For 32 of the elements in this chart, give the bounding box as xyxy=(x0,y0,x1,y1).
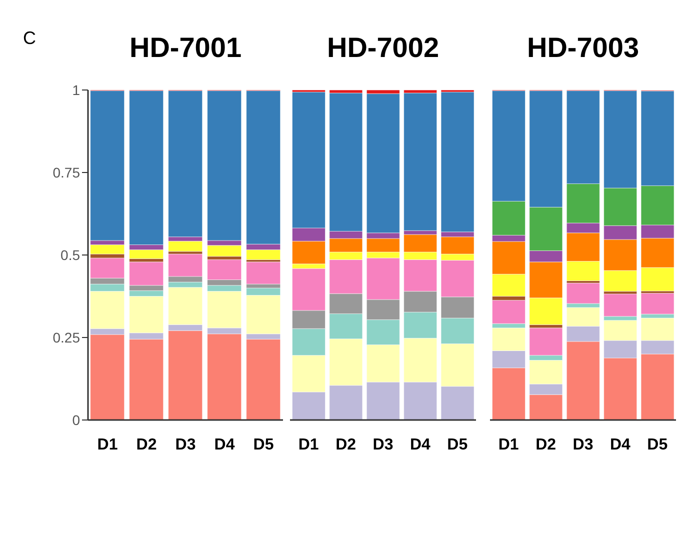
x-tick-label: D5 xyxy=(647,436,668,454)
bar xyxy=(207,245,242,256)
x-tick-label: D2 xyxy=(336,436,356,454)
chart-title: HD-7002 xyxy=(326,31,440,65)
x-tick-label: D1 xyxy=(498,436,519,454)
y-tick-label: 0.5 xyxy=(60,246,80,263)
bar xyxy=(90,244,124,254)
x-tick-label: D3 xyxy=(572,436,594,454)
bar xyxy=(404,92,437,231)
bar xyxy=(604,294,637,317)
text: C xyxy=(23,28,36,49)
x-tick-label: D5 xyxy=(253,436,274,454)
y-tick-label: 0 xyxy=(72,412,80,428)
bar xyxy=(90,90,124,241)
y-tick-label: 1 xyxy=(72,82,80,98)
x-tick-label: D5 xyxy=(447,436,468,454)
x-tick-label: D2 xyxy=(136,436,157,454)
x-tick-label: D1 xyxy=(97,436,118,454)
y-tick-label: 0.25 xyxy=(52,329,80,346)
x-tick-label: D4 xyxy=(410,436,431,454)
bar xyxy=(566,282,600,304)
x-tick-label: D4 xyxy=(610,436,631,454)
x-tick-label: D3 xyxy=(175,436,196,454)
chart-title: HD-7001 xyxy=(128,31,243,65)
x-tick-label: D1 xyxy=(298,436,319,454)
x-tick-label: D2 xyxy=(536,436,556,454)
chart-title: HD-7003 xyxy=(526,31,640,65)
x-tick-label: D4 xyxy=(214,436,235,454)
bar xyxy=(168,240,202,252)
y-tick-label: 0.75 xyxy=(52,164,80,180)
x-tick-label: D3 xyxy=(372,436,394,454)
bar xyxy=(246,262,280,284)
